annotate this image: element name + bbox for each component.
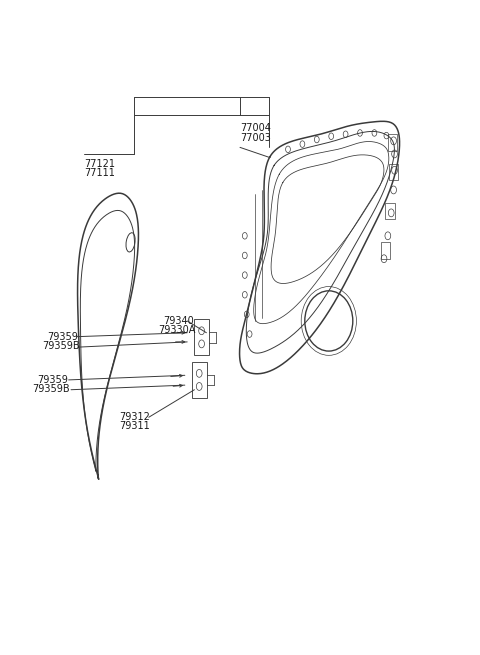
Text: 79359B: 79359B bbox=[33, 384, 70, 394]
Text: 79312: 79312 bbox=[119, 412, 150, 422]
Text: 77111: 77111 bbox=[84, 168, 115, 178]
Text: 79359B: 79359B bbox=[42, 341, 80, 352]
Bar bbox=[194, 319, 209, 355]
Text: 79340: 79340 bbox=[163, 316, 194, 326]
Text: 79359: 79359 bbox=[37, 375, 68, 385]
Text: 77003: 77003 bbox=[240, 132, 271, 143]
Text: 79330A: 79330A bbox=[158, 325, 196, 335]
Text: 77004: 77004 bbox=[240, 123, 271, 134]
Text: 79311: 79311 bbox=[119, 421, 150, 432]
Text: 77121: 77121 bbox=[84, 159, 115, 169]
Bar bbox=[192, 362, 207, 398]
Text: 79359: 79359 bbox=[47, 331, 78, 342]
